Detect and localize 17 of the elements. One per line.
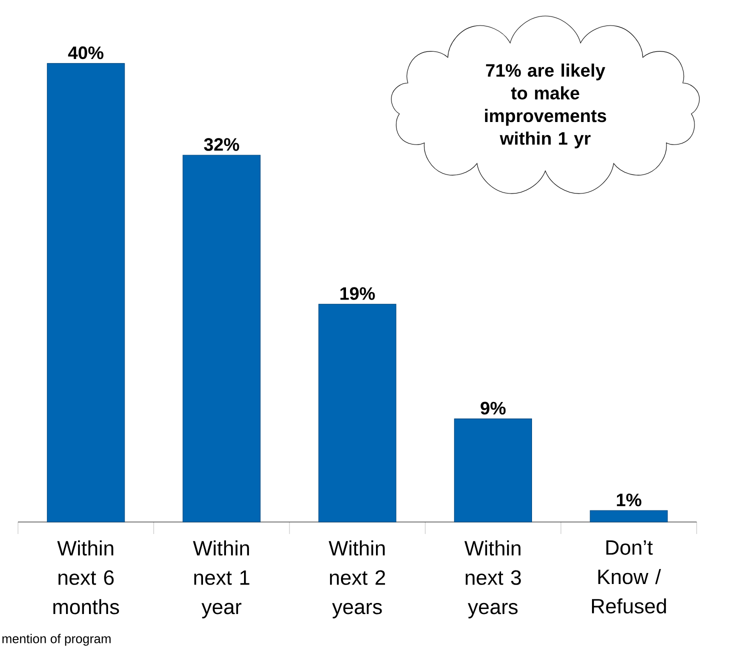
bar — [454, 418, 532, 522]
bar — [590, 510, 668, 522]
text: mention of program — [2, 634, 111, 646]
data-label: 19% — [340, 287, 375, 300]
data-label: 40% — [68, 46, 104, 60]
data-label: 32% — [204, 138, 240, 151]
x-tick-label: Don’t Know / Refused — [592, 540, 666, 614]
data-label: 1% — [616, 494, 642, 506]
data-label: 9% — [480, 402, 506, 415]
annotation: 71% are likely to make improvements within 1 yr — [485, 64, 606, 148]
x-tick-label: Within next 1 year — [192, 540, 250, 618]
x-tick-label: Within next 3 years — [464, 540, 521, 618]
bar — [46, 63, 125, 522]
x-tick-label: Within next 6 months — [53, 540, 119, 614]
x-tick-label: Within next 2 years — [328, 540, 386, 618]
bar — [318, 304, 396, 522]
bar — [182, 154, 261, 522]
